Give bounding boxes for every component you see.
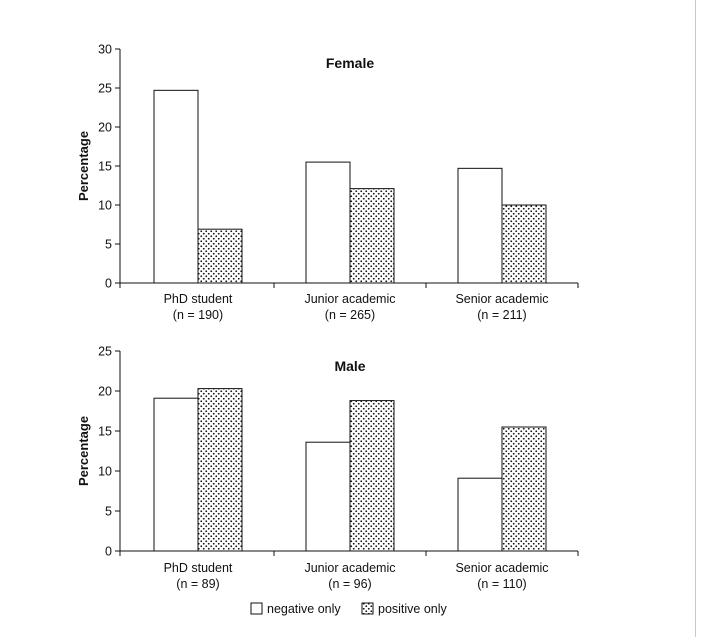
bar-male-senior-academic-negative-only — [457, 477, 503, 552]
bar-female-junior-academic-negative-only — [305, 161, 351, 284]
bar-female-phd-student-positive-only — [197, 228, 243, 284]
x-tick-label-male-senior-academic: Senior academic — [455, 561, 548, 575]
x-tick-sublabel-male-phd-student: (n = 89) — [176, 577, 219, 591]
bar-male-senior-academic-positive-only — [501, 426, 547, 552]
legend-label-negative-only: negative only — [267, 602, 341, 616]
y-tick-label-female-30: 30 — [98, 43, 112, 57]
chart-title-male: Male — [334, 358, 365, 374]
bar-female-senior-academic-negative-only — [457, 167, 503, 284]
legend-label-positive-only: positive only — [378, 602, 448, 616]
y-tick-label-male-25: 25 — [98, 345, 112, 359]
bar-male-phd-student-positive-only — [197, 388, 243, 552]
y-tick-label-female-20: 20 — [98, 121, 112, 135]
y-tick-label-female-0: 0 — [105, 277, 112, 291]
y-tick-label-female-5: 5 — [105, 238, 112, 252]
y-tick-label-male-10: 10 — [98, 465, 112, 479]
legend-swatch-negative-only — [250, 602, 263, 615]
y-tick-label-male-5: 5 — [105, 505, 112, 519]
chart-panel-female: Female Percentage 0 5 10 15 20 25 30 PhD student (… — [76, 43, 579, 322]
y-tick-label-male-0: 0 — [105, 545, 112, 559]
bar-male-junior-academic-negative-only — [305, 441, 351, 552]
x-tick-sublabel-female-senior-academic: (n = 211) — [477, 308, 526, 322]
bar-female-junior-academic-positive-only — [349, 188, 395, 284]
y-tick-label-male-15: 15 — [98, 425, 112, 439]
y-axis-label-female: Percentage — [76, 131, 91, 201]
chart-title-female: Female — [326, 55, 374, 71]
x-tick-sublabel-female-phd-student: (n = 190) — [173, 308, 223, 322]
x-tick-sublabel-female-junior-academic: (n = 265) — [325, 308, 375, 322]
y-tick-label-female-10: 10 — [98, 199, 112, 213]
legend-swatch-positive-only — [361, 602, 374, 615]
chart-panel-male: Male Percentage 0 5 10 15 20 25 PhD student (n = … — [76, 345, 579, 591]
x-tick-sublabel-male-senior-academic: (n = 110) — [477, 577, 526, 591]
bar-female-senior-academic-positive-only — [501, 204, 547, 284]
x-tick-label-female-phd-student: PhD student — [164, 292, 233, 306]
bar-male-junior-academic-positive-only — [349, 400, 395, 552]
x-tick-label-female-senior-academic: Senior academic — [455, 292, 548, 306]
x-tick-label-male-phd-student: PhD student — [164, 561, 233, 575]
chart-panels: Female Percentage 0 5 10 15 20 25 30 PhD student (… — [76, 43, 579, 591]
bar-female-phd-student-negative-only — [153, 89, 199, 284]
y-axis-label-male: Percentage — [76, 416, 91, 486]
x-tick-label-male-junior-academic: Junior academic — [304, 561, 395, 575]
x-tick-label-female-junior-academic: Junior academic — [304, 292, 395, 306]
y-tick-label-female-25: 25 — [98, 82, 112, 96]
y-tick-label-female-15: 15 — [98, 160, 112, 174]
x-tick-sublabel-male-junior-academic: (n = 96) — [328, 577, 371, 591]
page-edge-divider — [695, 0, 696, 637]
bar-male-phd-student-negative-only — [153, 397, 199, 552]
y-tick-label-male-20: 20 — [98, 385, 112, 399]
legend: negative only positive only — [250, 602, 448, 616]
